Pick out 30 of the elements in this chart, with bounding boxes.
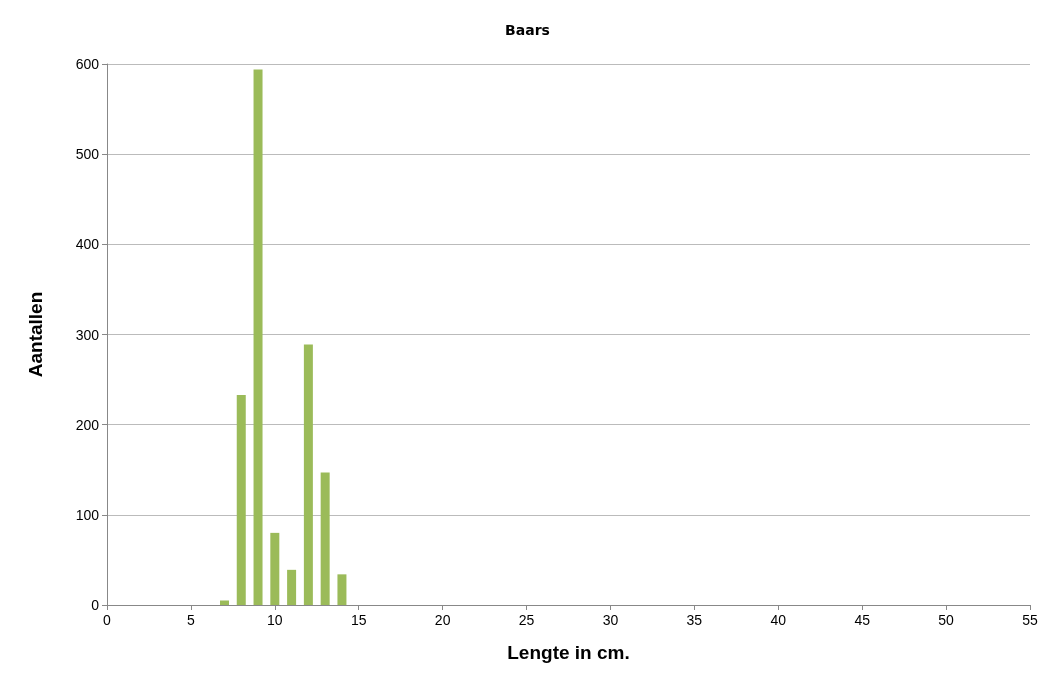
bar <box>287 569 297 605</box>
bar <box>320 472 330 605</box>
x-tick-label: 15 <box>350 612 367 628</box>
x-tick-label: 55 <box>1022 612 1038 628</box>
x-axis-title: Lengte in cm. <box>507 642 630 663</box>
bar <box>219 600 229 605</box>
x-tick-label: 30 <box>602 612 619 628</box>
bar <box>270 532 280 605</box>
y-tick-label: 500 <box>75 146 100 163</box>
bar <box>236 394 246 605</box>
y-tick-label: 300 <box>75 326 100 343</box>
y-tick-label: 100 <box>75 506 100 523</box>
x-tick-label: 40 <box>770 612 787 628</box>
bar <box>303 344 313 605</box>
bar <box>337 574 347 605</box>
chart-title: Baars <box>505 22 550 38</box>
x-tick-label: 50 <box>938 612 955 628</box>
x-tick-label: 0 <box>103 612 112 628</box>
y-tick-label: 0 <box>91 597 100 613</box>
y-tick-label: 200 <box>75 416 100 433</box>
bar <box>253 69 263 605</box>
x-tick-label: 35 <box>686 612 703 628</box>
x-tick-label: 10 <box>267 612 283 628</box>
y-tick-label: 600 <box>75 56 100 72</box>
y-axis-title: Aantallen <box>25 291 46 378</box>
x-tick-label: 20 <box>434 612 451 628</box>
x-tick-label: 45 <box>854 612 871 628</box>
y-tick-label: 400 <box>75 236 100 253</box>
x-tick-label: 25 <box>518 612 535 628</box>
x-tick-label: 5 <box>187 612 196 628</box>
